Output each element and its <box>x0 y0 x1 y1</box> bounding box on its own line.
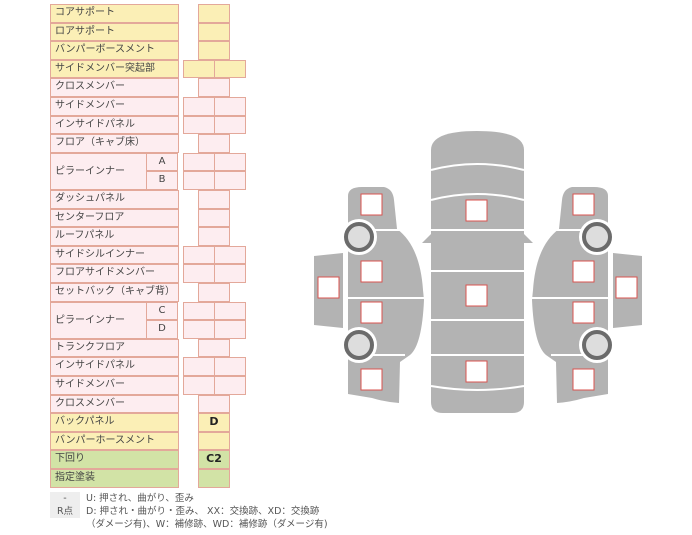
row-label: センターフロア <box>50 208 179 228</box>
legend: - U: 押され、曲がり、歪み R点 D: 押され・曲がり・歪み、 XX：交換跡、X… <box>50 492 328 531</box>
grade-cell <box>198 394 230 414</box>
row-label: セットバック（キャブ背） <box>50 283 179 302</box>
marker-box <box>615 276 638 299</box>
legend-row: R点 D: 押され・曲がり・歪み、 XX：交換跡、XD：交換跡 <box>50 505 328 518</box>
grade-cell <box>198 338 230 358</box>
grade-cell <box>198 190 230 209</box>
row-label: サイドメンバー突起部 <box>50 59 179 79</box>
row-sublabel: A <box>146 152 178 172</box>
legend-key <box>50 518 80 531</box>
grade-cell <box>198 469 230 488</box>
row-label: トランクフロア <box>50 338 179 358</box>
grade-cell <box>198 22 230 42</box>
marker-box <box>572 368 595 391</box>
row-label: インサイドパネル <box>50 115 179 135</box>
grade-cell <box>214 115 246 135</box>
grade-cell <box>198 227 230 246</box>
row-label: クロスメンバー <box>50 394 179 414</box>
row-label: フロア（キャブ床） <box>50 134 179 153</box>
grade-cell <box>198 208 230 228</box>
grade-cell <box>214 59 246 79</box>
grade-cell: C2 <box>198 450 230 469</box>
grade-cell <box>198 283 230 302</box>
marker-box <box>465 360 488 383</box>
legend-text: （ダメージ有)、W：補修跡、WD：補修跡（ダメージ有) <box>86 519 328 530</box>
marker-box <box>572 301 595 324</box>
row-label: サイドメンバー <box>50 97 179 116</box>
row-label: バンパーボースメント <box>50 41 179 60</box>
marker-box <box>360 368 383 391</box>
grade-cell <box>214 171 246 190</box>
legend-key: R点 <box>50 505 80 518</box>
row-label: ルーフパネル <box>50 227 179 246</box>
right-arrow <box>524 234 533 243</box>
grade-cell <box>214 245 246 265</box>
marker-box <box>572 193 595 216</box>
grade-cell <box>214 357 246 376</box>
row-label: 指定塗装 <box>50 469 179 488</box>
marker-box <box>360 260 383 283</box>
grade-cell <box>214 97 246 116</box>
grade-cell <box>214 320 246 339</box>
row-label: クロスメンバー <box>50 78 179 97</box>
legend-row: （ダメージ有)、W：補修跡、WD：補修跡（ダメージ有) <box>50 518 328 531</box>
marker-box <box>360 301 383 324</box>
grade-cell <box>214 152 246 172</box>
legend-key: - <box>50 492 80 505</box>
grade-cell <box>214 264 246 283</box>
row-label: ロアサポート <box>50 22 179 42</box>
grade-cell <box>198 41 230 60</box>
legend-text: U: 押され、曲がり、歪み <box>86 493 194 504</box>
row-label: サイドメンバー <box>50 376 179 395</box>
legend-text: D: 押され・曲がり・歪み、 XX：交換跡、XD：交換跡 <box>86 506 320 517</box>
grade-cell <box>198 78 230 97</box>
grade-cell <box>214 376 246 395</box>
row-label: ピラーインナー <box>50 152 147 190</box>
car-top-view <box>422 131 533 413</box>
legend-row: - U: 押され、曲がり、歪み <box>50 492 328 505</box>
grade-cell <box>214 301 246 321</box>
grade-cell <box>198 4 230 23</box>
row-sublabel: D <box>146 320 178 339</box>
row-label: インサイドパネル <box>50 357 179 376</box>
row-sublabel: C <box>146 301 178 321</box>
marker-box <box>465 284 488 307</box>
row-label: バンパーホースメント <box>50 431 179 451</box>
grade-cell <box>198 134 230 153</box>
grade-cell: D <box>198 413 230 432</box>
row-label: バックパネル <box>50 413 179 432</box>
marker-box <box>317 276 340 299</box>
row-label: フロアサイドメンバー <box>50 264 179 283</box>
marker-box <box>572 260 595 283</box>
row-label: コアサポート <box>50 4 179 23</box>
row-label: ダッシュパネル <box>50 190 179 209</box>
row-sublabel: B <box>146 171 178 190</box>
row-label: サイドシルインナー <box>50 245 179 265</box>
marker-box <box>360 193 383 216</box>
row-label: 下回り <box>50 450 179 469</box>
marker-box <box>465 199 488 222</box>
left-arrow <box>422 234 431 243</box>
grade-cell <box>198 431 230 451</box>
row-label: ピラーインナー <box>50 301 147 339</box>
